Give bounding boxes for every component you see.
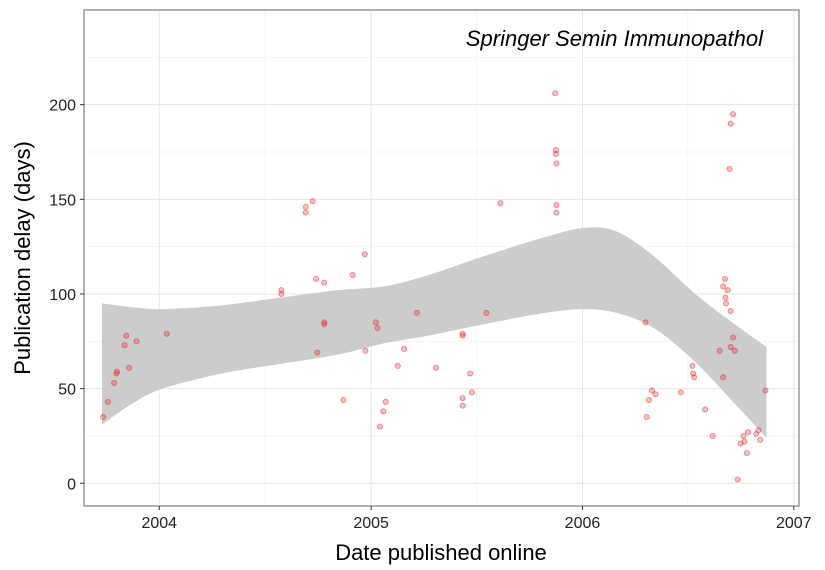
grid-lines [84, 10, 799, 506]
data-point [755, 427, 762, 434]
x-axis-ticks: 2004 2005 2006 2007 [141, 506, 812, 532]
x-axis-title: Date published online [335, 540, 547, 565]
data-point [302, 209, 309, 216]
data-point [380, 408, 387, 415]
data-point [689, 362, 696, 369]
data-point [757, 436, 764, 443]
data-point [734, 476, 741, 483]
y-tick-label: 0 [67, 476, 76, 493]
data-point [709, 432, 716, 439]
data-point [497, 200, 504, 207]
data-point [340, 396, 347, 403]
data-point [722, 294, 729, 301]
data-point [727, 308, 734, 315]
plot-border [83, 9, 800, 507]
x-tick-label: 2004 [141, 515, 177, 532]
data-point [702, 406, 709, 413]
loess-confidence-band [101, 227, 767, 438]
data-point [111, 379, 118, 386]
data-point [401, 345, 408, 352]
data-point [114, 368, 121, 375]
y-axis-title: Publication delay (days) [10, 141, 35, 375]
data-point [459, 330, 466, 337]
data-point [374, 325, 381, 332]
data-point [321, 321, 328, 328]
data-point [321, 279, 328, 286]
data-point [727, 120, 734, 127]
panel-title: Springer Semin Immunopathol [466, 26, 764, 51]
data-point [762, 387, 769, 394]
y-tick-label: 150 [49, 192, 76, 209]
data-point [740, 432, 747, 439]
data-point [745, 429, 752, 436]
data-point [467, 370, 474, 377]
data-point [724, 287, 731, 294]
data-point [648, 387, 655, 394]
y-tick-label: 50 [58, 382, 76, 399]
data-point [646, 396, 653, 403]
data-point [731, 347, 738, 354]
plot-panel [84, 10, 799, 506]
data-point [349, 272, 356, 279]
data-point [459, 395, 466, 402]
data-point [720, 283, 727, 290]
data-point [720, 374, 727, 381]
data-point [743, 449, 750, 456]
y-tick-label: 100 [49, 287, 76, 304]
data-point [483, 309, 490, 316]
data-points [100, 90, 769, 483]
data-point [302, 203, 309, 210]
data-point [459, 332, 466, 339]
x-tick-label: 2006 [565, 515, 601, 532]
data-point [730, 334, 737, 341]
data-point [716, 347, 723, 354]
data-point [382, 398, 389, 405]
x-tick-label: 2005 [353, 515, 389, 532]
data-point [721, 275, 728, 282]
data-point [726, 166, 733, 173]
data-point [362, 347, 369, 354]
data-point [100, 414, 107, 421]
y-axis-ticks: 0 50 100 150 200 [49, 98, 84, 493]
data-point [313, 275, 320, 282]
data-point [643, 414, 650, 421]
data-point [372, 319, 379, 326]
data-point [552, 90, 559, 97]
data-point [123, 332, 130, 339]
y-tick-label: 200 [49, 98, 76, 115]
data-point [321, 319, 328, 326]
data-point [163, 330, 170, 337]
data-point [376, 423, 383, 430]
data-point [468, 389, 475, 396]
data-point [309, 198, 316, 205]
data-point [552, 150, 559, 157]
data-point [459, 402, 466, 409]
data-point [133, 338, 140, 345]
data-point [413, 309, 420, 316]
data-point [121, 342, 128, 349]
data-point [730, 111, 737, 118]
data-point [314, 349, 321, 356]
data-point [394, 362, 401, 369]
data-point [104, 398, 111, 405]
data-point [677, 389, 684, 396]
data-point [278, 290, 285, 297]
data-point [741, 438, 748, 445]
data-point [553, 160, 560, 167]
data-point [652, 391, 659, 398]
data-point [361, 251, 368, 258]
data-point [126, 364, 133, 371]
data-point [642, 319, 649, 326]
data-point [691, 374, 698, 381]
data-point [553, 209, 560, 216]
data-point [432, 364, 439, 371]
data-point [723, 300, 730, 307]
data-point [727, 343, 734, 350]
data-point [553, 201, 560, 208]
x-tick-label: 2007 [776, 515, 812, 532]
